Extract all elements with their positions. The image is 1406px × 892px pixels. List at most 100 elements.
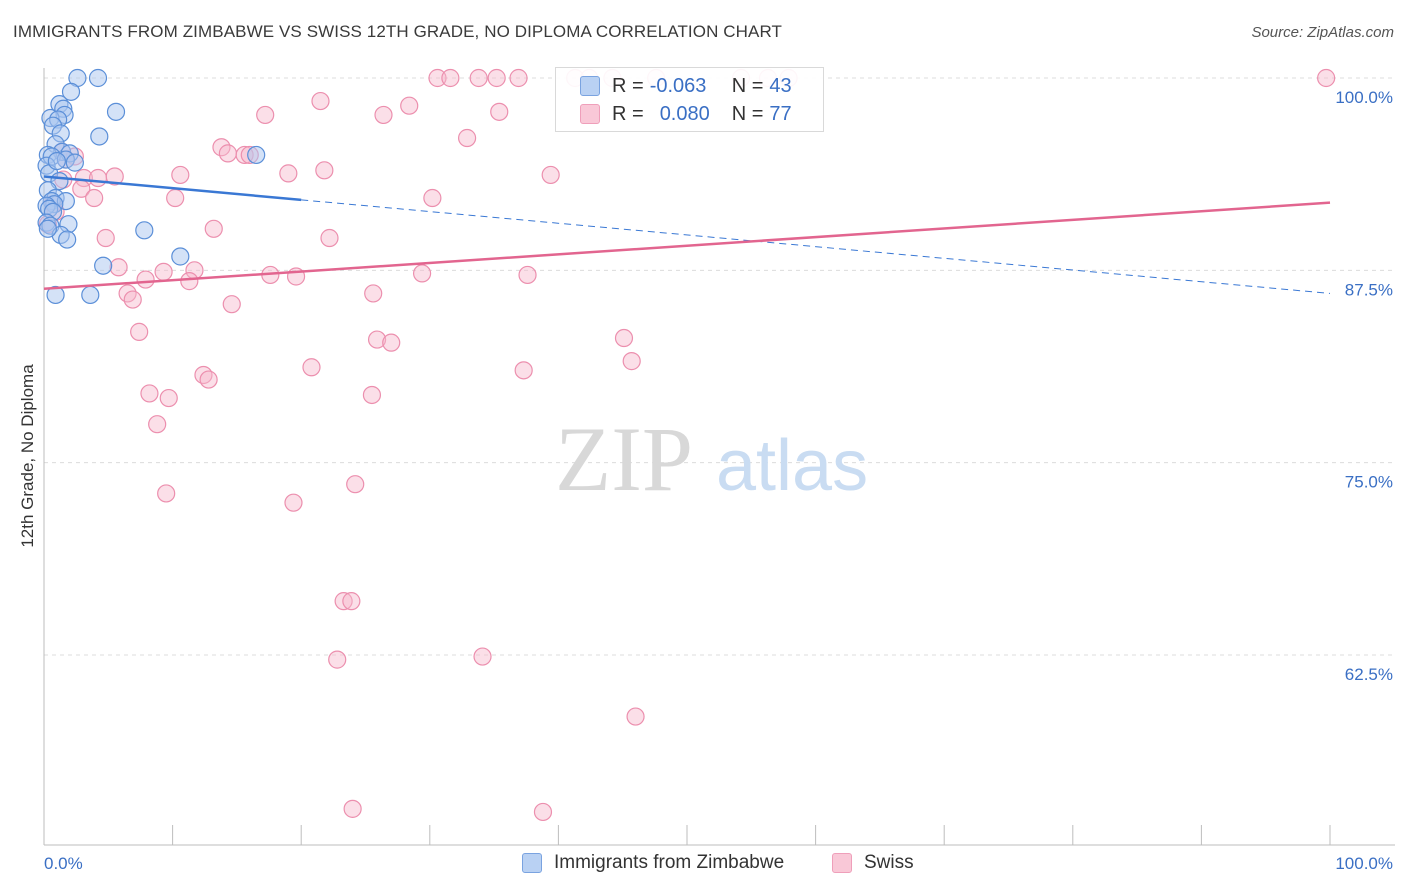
swiss-point	[157, 484, 176, 503]
zimbabwe-point	[47, 151, 66, 171]
watermark-atlas: atlas	[716, 426, 868, 506]
zimbabwe-point	[58, 230, 77, 249]
swiss-point	[514, 361, 533, 380]
swiss-point	[374, 105, 393, 125]
zimbabwe-point	[81, 285, 100, 305]
legend-swatch-pink	[580, 104, 600, 124]
legend-item-zimbabwe[interactable]: Immigrants from Zimbabwe	[522, 852, 784, 874]
swiss-point	[382, 333, 401, 352]
swiss-point	[123, 290, 142, 309]
zimbabwe-point	[135, 221, 154, 240]
swiss-point	[362, 385, 382, 405]
swiss-point	[105, 167, 124, 186]
swiss-point	[364, 284, 383, 303]
zimbabwe-points	[37, 68, 266, 305]
swiss-point	[622, 352, 641, 371]
swiss-point	[473, 647, 492, 666]
swiss-point	[509, 68, 528, 88]
y-tick-label: 62.5%	[1345, 665, 1393, 684]
swiss-point	[614, 328, 634, 348]
watermark-zip: ZIP	[555, 408, 693, 510]
zimbabwe-point	[46, 285, 65, 305]
legend-item-swiss[interactable]: Swiss	[832, 852, 914, 874]
swiss-point	[367, 330, 387, 349]
swiss-point	[533, 802, 553, 822]
swiss-point	[487, 68, 506, 88]
swiss-point	[136, 270, 155, 289]
y-tick-label: 100.0%	[1335, 88, 1393, 107]
zimbabwe-trend-solid	[43, 175, 302, 202]
y-tick-label: 87.5%	[1345, 280, 1393, 299]
swiss-point	[109, 258, 128, 277]
swiss-point	[412, 264, 432, 283]
x-tick-label: 0.0%	[44, 854, 83, 873]
swiss-point	[346, 475, 365, 494]
swiss-point	[311, 91, 330, 111]
swiss-point	[284, 493, 303, 512]
trend-lines	[43, 175, 1331, 294]
swiss-point	[148, 415, 167, 434]
legend-n-value: 43	[769, 74, 792, 97]
swiss-point	[159, 388, 178, 408]
legend-swatch-blue	[580, 76, 600, 96]
zimbabwe-point	[171, 247, 190, 266]
chart-title: IMMIGRANTS FROM ZIMBABWE VS SWISS 12TH G…	[13, 22, 783, 41]
swiss-point	[626, 707, 645, 726]
swiss-point	[320, 228, 339, 248]
legend-row-zimbabwe: R = -0.063 N = 43	[556, 73, 792, 99]
swiss-point	[490, 102, 509, 121]
zimbabwe-point	[88, 68, 108, 88]
legend-label-zimbabwe: Immigrants from Zimbabwe	[554, 852, 785, 873]
legend-swatch-pink	[832, 853, 852, 873]
zimbabwe-point	[65, 153, 84, 172]
y-tick-labels: 62.5% 75.0% 87.5% 100.0%	[1335, 88, 1393, 684]
swiss-point	[180, 272, 199, 291]
legend-n-value: 77	[769, 102, 792, 125]
swiss-point	[302, 358, 321, 377]
x-tick-labels: 0.0% 100.0%	[44, 854, 1393, 873]
stats-legend: R = -0.063 N = 43 R = 0.080 N = 77	[555, 67, 824, 132]
swiss-point	[343, 799, 362, 818]
legend-r-value: -0.063	[649, 74, 707, 97]
swiss-point	[130, 322, 149, 341]
swiss-point	[218, 144, 237, 163]
swiss-point	[74, 168, 93, 188]
swiss-point	[541, 165, 560, 185]
swiss-trend-line	[43, 201, 1331, 291]
zimbabwe-point	[247, 145, 266, 165]
swiss-point	[428, 68, 447, 88]
swiss-point	[334, 592, 353, 611]
swiss-point	[518, 265, 537, 285]
swiss-point	[96, 228, 115, 248]
legend-r-value: 0.080	[659, 102, 710, 125]
swiss-point	[457, 128, 477, 148]
swiss-point	[154, 262, 173, 281]
legend-label-swiss: Swiss	[864, 852, 914, 873]
zimbabwe-point	[61, 82, 81, 101]
legend-r-label: R =	[612, 74, 644, 97]
swiss-point	[204, 219, 223, 238]
swiss-point	[171, 165, 190, 185]
swiss-point	[315, 161, 334, 180]
swiss-point	[85, 188, 104, 208]
zimbabwe-trend-dashed	[301, 199, 1331, 294]
swiss-point	[222, 295, 241, 314]
source-label: Source: ZipAtlas.com	[1251, 24, 1394, 41]
swiss-point	[199, 370, 218, 389]
swiss-point	[328, 650, 347, 669]
legend-n-label: N =	[731, 102, 764, 125]
swiss-point	[469, 68, 488, 88]
swiss-point	[140, 384, 159, 403]
legend-row-swiss: R = 0.080 N = 77	[556, 101, 792, 127]
watermark: ZIP atlas	[555, 408, 868, 510]
grid-lines	[44, 77, 1395, 656]
zimbabwe-point	[94, 256, 113, 275]
swiss-point	[166, 188, 185, 208]
zimbabwe-point	[90, 127, 109, 146]
swiss-point	[279, 164, 298, 183]
swiss-point	[441, 68, 460, 88]
y-axis-label: 12th Grade, No Diploma	[18, 364, 37, 548]
zimbabwe-point	[106, 102, 126, 121]
swiss-point	[342, 592, 361, 611]
